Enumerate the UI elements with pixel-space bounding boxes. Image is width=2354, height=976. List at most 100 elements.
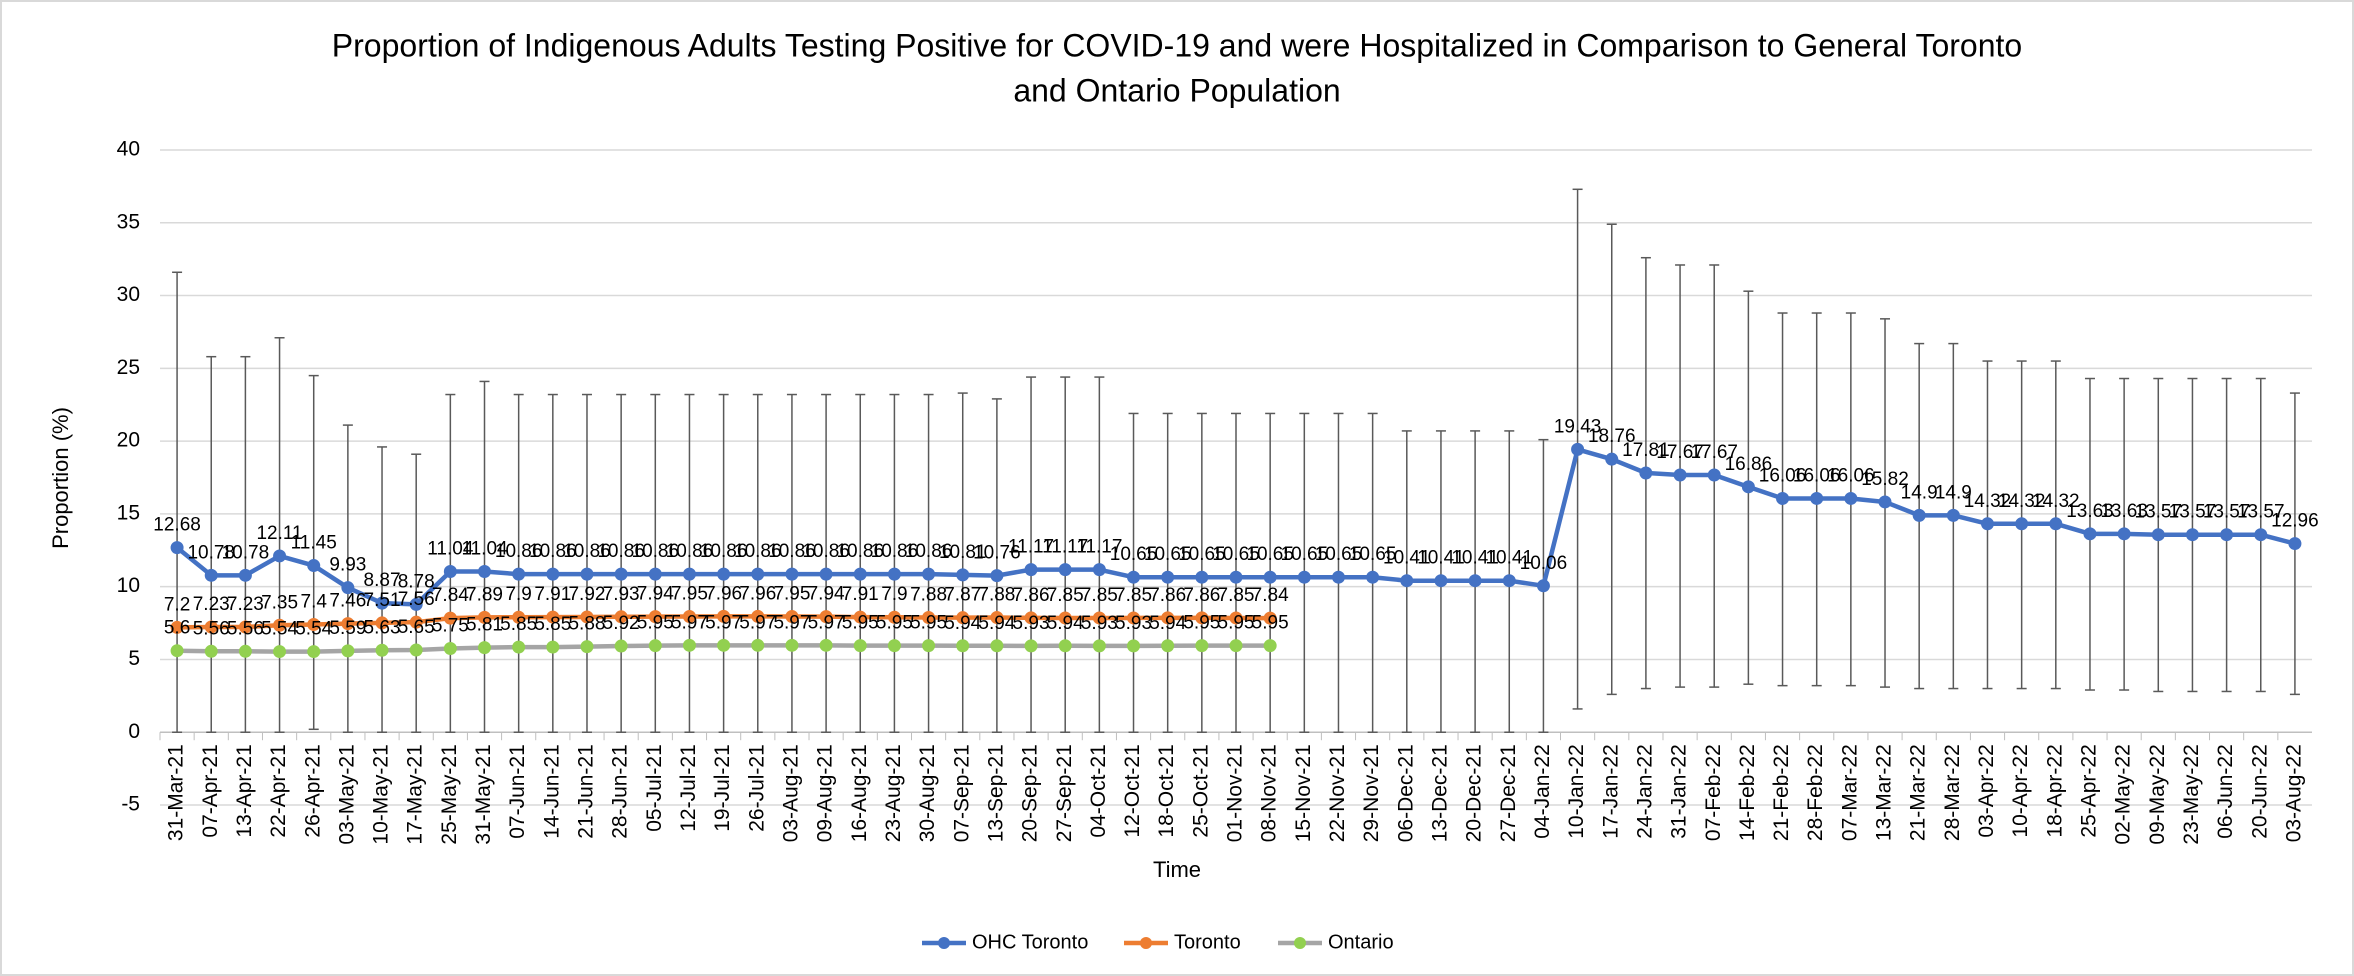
- series-marker: [2049, 517, 2063, 531]
- series-marker: [1229, 639, 1243, 653]
- x-tick-label: 03-May-21: [335, 744, 358, 844]
- data-label: 5.85: [500, 614, 537, 635]
- data-label: 5.94: [1047, 613, 1084, 634]
- data-label: 5.94: [1149, 613, 1186, 634]
- series-marker: [1024, 611, 1038, 625]
- data-label: 7.35: [261, 592, 298, 613]
- data-label: 8.87: [364, 570, 401, 591]
- series-marker: [170, 620, 184, 634]
- data-label: 10.81: [939, 542, 987, 563]
- series-marker: [512, 567, 526, 581]
- series-marker: [478, 565, 492, 579]
- data-label: 10.86: [632, 541, 680, 562]
- data-label: 7.85: [1081, 585, 1118, 606]
- data-label: 10.65: [1178, 544, 1226, 565]
- data-label: 7.84: [432, 585, 469, 606]
- error-bar: [1026, 376, 1037, 733]
- data-label: 9.93: [329, 555, 366, 576]
- x-tick-label: 23-Aug-21: [882, 744, 905, 842]
- chart-title: Proportion of Indigenous Adults Testing …: [332, 27, 2022, 63]
- series-marker: [170, 644, 184, 658]
- series-marker: [956, 568, 970, 582]
- x-tick-label: 10-Apr-22: [2009, 744, 2032, 837]
- series-marker: [819, 638, 833, 652]
- x-tick-label: 21-Jun-21: [575, 744, 598, 839]
- series-marker: [2015, 517, 2029, 531]
- error-bar: [752, 393, 763, 733]
- series-marker: [238, 620, 252, 634]
- y-tick-label: 5: [128, 647, 140, 670]
- series-marker: [1878, 495, 1892, 509]
- series-marker: [580, 640, 594, 654]
- x-tick-label: 18-Apr-22: [2043, 744, 2066, 837]
- x-tick-label: 13-Sep-21: [984, 744, 1007, 842]
- x-tick-label: 07-Sep-21: [950, 744, 973, 842]
- error-bar: [581, 393, 592, 733]
- error-bar: [206, 355, 217, 733]
- x-tick-label: 28-Feb-22: [1804, 744, 1827, 841]
- data-label: 13.57: [2135, 502, 2183, 523]
- error-bar: [718, 393, 729, 733]
- series-marker: [956, 639, 970, 653]
- error-bar: [240, 355, 251, 733]
- series-marker: [238, 644, 252, 658]
- data-label: 5.95: [842, 613, 879, 634]
- data-label: 7.84: [1252, 585, 1289, 606]
- x-tick-label: 31-May-21: [472, 744, 495, 844]
- series-marker: [341, 581, 355, 595]
- data-label: 7.94: [808, 584, 845, 605]
- data-label: 7.94: [637, 584, 674, 605]
- data-label: 10.65: [1349, 544, 1397, 565]
- series-marker: [785, 567, 799, 581]
- data-label: 7.95: [773, 584, 810, 605]
- series-marker: [1331, 570, 1345, 584]
- series-marker: [443, 611, 457, 625]
- data-label: 10.86: [768, 541, 816, 562]
- series-marker: [648, 610, 662, 624]
- data-label: 18.76: [1588, 426, 1636, 447]
- error-bar: [513, 393, 524, 733]
- series-marker: [204, 644, 218, 658]
- series-marker: [341, 644, 355, 658]
- series-marker: [751, 567, 765, 581]
- series-marker: [307, 618, 321, 632]
- x-tick-label: 07-Apr-21: [199, 744, 222, 837]
- x-tick-label: 03-Aug-21: [779, 744, 802, 842]
- series-marker: [1980, 517, 1994, 531]
- x-tick-label: 06-Dec-21: [1394, 744, 1417, 842]
- series-marker: [512, 610, 526, 624]
- data-label: 5.54: [295, 619, 332, 640]
- data-label: 5.63: [364, 617, 401, 638]
- series-marker: [1058, 563, 1072, 577]
- x-tick-label: 17-May-21: [404, 744, 427, 844]
- series-marker: [375, 596, 389, 610]
- data-label: 11.17: [1042, 537, 1088, 558]
- series-marker: [614, 639, 628, 653]
- series-marker: [204, 568, 218, 582]
- data-label: 5.56: [227, 618, 264, 639]
- data-label: 5.95: [637, 613, 674, 634]
- x-tick-label: 03-Apr-22: [1975, 744, 1998, 837]
- data-label: 5.95: [910, 613, 947, 634]
- data-label: 13.63: [2066, 501, 2114, 522]
- series-marker: [2220, 528, 2234, 542]
- series-marker: [1571, 442, 1585, 456]
- data-label: 17.67: [1656, 442, 1704, 463]
- series-marker: [785, 610, 799, 624]
- data-label: 7.87: [944, 585, 981, 606]
- x-tick-label: 27-Dec-21: [1497, 744, 1520, 842]
- data-label: 13.57: [2237, 502, 2285, 523]
- error-bar: [1094, 376, 1105, 733]
- data-label: 7.23: [227, 594, 264, 615]
- series-marker: [2083, 527, 2097, 541]
- y-tick-label: 30: [117, 283, 140, 306]
- data-label: 7.86: [1149, 585, 1186, 606]
- x-tick-label: 16-Aug-21: [848, 744, 871, 842]
- series-marker: [1536, 579, 1550, 593]
- series-marker: [887, 610, 901, 624]
- x-tick-label: 28-Jun-21: [609, 744, 632, 839]
- series-marker: [1741, 480, 1755, 494]
- data-label: 7.85: [1047, 585, 1084, 606]
- data-label: 5.65: [398, 617, 435, 638]
- series-marker: [990, 639, 1004, 653]
